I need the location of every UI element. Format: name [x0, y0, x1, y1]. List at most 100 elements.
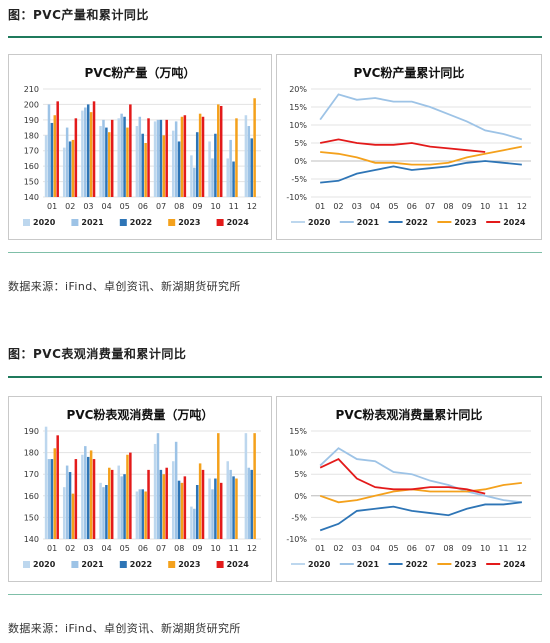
bar-2023-11: [235, 478, 238, 539]
bar-2024-10: [219, 482, 223, 539]
bar-2021-02: [65, 465, 69, 539]
bar-2021-12: [247, 126, 251, 197]
bar-2021-07: [156, 433, 160, 539]
bar-2021-03: [84, 107, 87, 197]
bar-2022-10: [214, 133, 217, 197]
y-tick-label: 10%: [289, 121, 307, 130]
legend-swatch-2021: [71, 561, 79, 568]
x-tick-label: 02: [65, 544, 75, 553]
bar-2022-09: [195, 485, 199, 539]
production-bar-chart: PVC粉产量（万吨） 140 150 160 170 180 190 200 210 01 02 03…: [23, 65, 261, 227]
chart-title: PVC粉表观消费量累计同比: [336, 407, 483, 422]
bar-2022-09: [195, 132, 199, 197]
bar-2020-04: [99, 126, 102, 197]
legend-label-2024: 2024: [227, 218, 250, 227]
y-tick-label: 190: [24, 116, 39, 125]
bar-2024-07: [165, 467, 168, 539]
x-tick-label: 10: [480, 544, 490, 553]
bar-2022-02: [68, 472, 72, 539]
y-tick-label: 140: [24, 535, 39, 544]
consumption-bar-chart: PVC粉表观消费量（万吨） 140 150 160 170 180 190 01 02 03 04 0…: [23, 407, 261, 569]
bar-2021-02: [65, 127, 69, 197]
production-yoy-line-chart-panel: PVC粉产量累计同比 -10% -5% 0% 5% 10% 15% 20% 01 02 03 04 05…: [276, 54, 542, 240]
bar-2024-09: [201, 469, 205, 539]
y-tick-label: 140: [24, 193, 39, 202]
bar-2020-08: [171, 130, 175, 197]
bar-2020-07: [153, 443, 157, 539]
bar-2022-11: [232, 161, 235, 197]
legend-swatch-2023: [168, 561, 176, 568]
bar-2024-09: [201, 116, 205, 197]
y-tick-label: 15%: [289, 427, 307, 436]
series-line-2024: [319, 457, 486, 495]
bar-2020-07: [153, 121, 157, 197]
bar-2022-04: [105, 485, 108, 539]
legend-label-2024: 2024: [503, 218, 526, 227]
x-tick-label: 11: [498, 202, 508, 211]
legend-label-2023: 2023: [178, 560, 200, 569]
bar-2021-10: [211, 158, 214, 197]
legend-label-2023: 2023: [454, 218, 476, 227]
y-tick-label: 5%: [294, 139, 307, 148]
legend-label-2021: 2021: [81, 218, 104, 227]
bar-2020-08: [171, 461, 175, 539]
x-tick-label: 01: [315, 544, 325, 553]
bar-2024-08: [183, 476, 187, 539]
bar-2022-06: [141, 489, 144, 539]
bar-2023-01: [53, 448, 57, 539]
bar-2020-11: [226, 158, 229, 197]
bar-2022-05: [123, 474, 126, 539]
bar-2020-10: [208, 141, 211, 197]
y-tick-label: 160: [24, 492, 39, 501]
bar-2022-07: [159, 469, 163, 539]
bar-2020-03: [81, 110, 84, 197]
bar-2024-07: [165, 119, 168, 197]
production-yoy-line-chart: PVC粉产量累计同比 -10% -5% 0% 5% 10% 15% 20% 01 02 03 04 05…: [286, 65, 531, 227]
bar-2023-12: [253, 433, 256, 539]
bar-2023-05: [126, 454, 129, 539]
x-tick-label: 02: [333, 202, 343, 211]
bar-2020-05: [117, 118, 120, 197]
bar-2024-02: [74, 459, 78, 539]
x-tick-label: 02: [65, 202, 75, 211]
legend-swatch-2020: [23, 561, 30, 568]
x-tick-label: 12: [517, 544, 527, 553]
legend-label-2023: 2023: [178, 218, 200, 227]
production-bar-chart-panel: PVC粉产量（万吨） 140 150 160 170 180 190 200 210 01 02 03…: [8, 54, 272, 240]
y-tick-label: 170: [24, 147, 39, 156]
bar-2020-05: [117, 465, 120, 539]
bar-2021-11: [229, 139, 232, 197]
x-tick-label: 08: [174, 544, 184, 553]
bar-2020-11: [226, 461, 229, 539]
x-tick-label: 01: [47, 202, 57, 211]
series-line-2022: [319, 501, 522, 532]
section2-top-rule: [8, 376, 542, 378]
legend-swatch-2022: [119, 219, 127, 226]
x-tick-label: 07: [425, 544, 435, 553]
bar-2021-06: [138, 116, 142, 197]
bar-2021-04: [102, 119, 105, 197]
x-tick-label: 07: [425, 202, 435, 211]
legend-label-2023: 2023: [454, 560, 476, 569]
bar-2023-06: [144, 491, 147, 539]
x-tick-label: 05: [388, 544, 398, 553]
y-tick-label: 170: [24, 470, 39, 479]
legend-label-2024: 2024: [227, 560, 250, 569]
bar-2020-06: [135, 491, 139, 539]
x-tick-label: 10: [210, 544, 220, 553]
x-tick-label: 01: [47, 544, 57, 553]
bar-2024-03: [92, 101, 96, 197]
x-tick-label: 04: [101, 544, 111, 553]
bar-2023-08: [180, 116, 184, 197]
x-tick-label: 11: [229, 202, 239, 211]
x-tick-label: 04: [370, 202, 380, 211]
x-tick-label: 08: [443, 202, 453, 211]
bar-2024-04: [110, 469, 114, 539]
bar-2020-10: [208, 478, 211, 539]
legend-label-2021: 2021: [357, 218, 380, 227]
y-tick-label: 20%: [289, 85, 307, 94]
x-tick-label: 05: [388, 202, 398, 211]
x-tick-label: 04: [101, 202, 111, 211]
bar-2021-09: [193, 508, 196, 539]
x-tick-label: 03: [352, 202, 362, 211]
